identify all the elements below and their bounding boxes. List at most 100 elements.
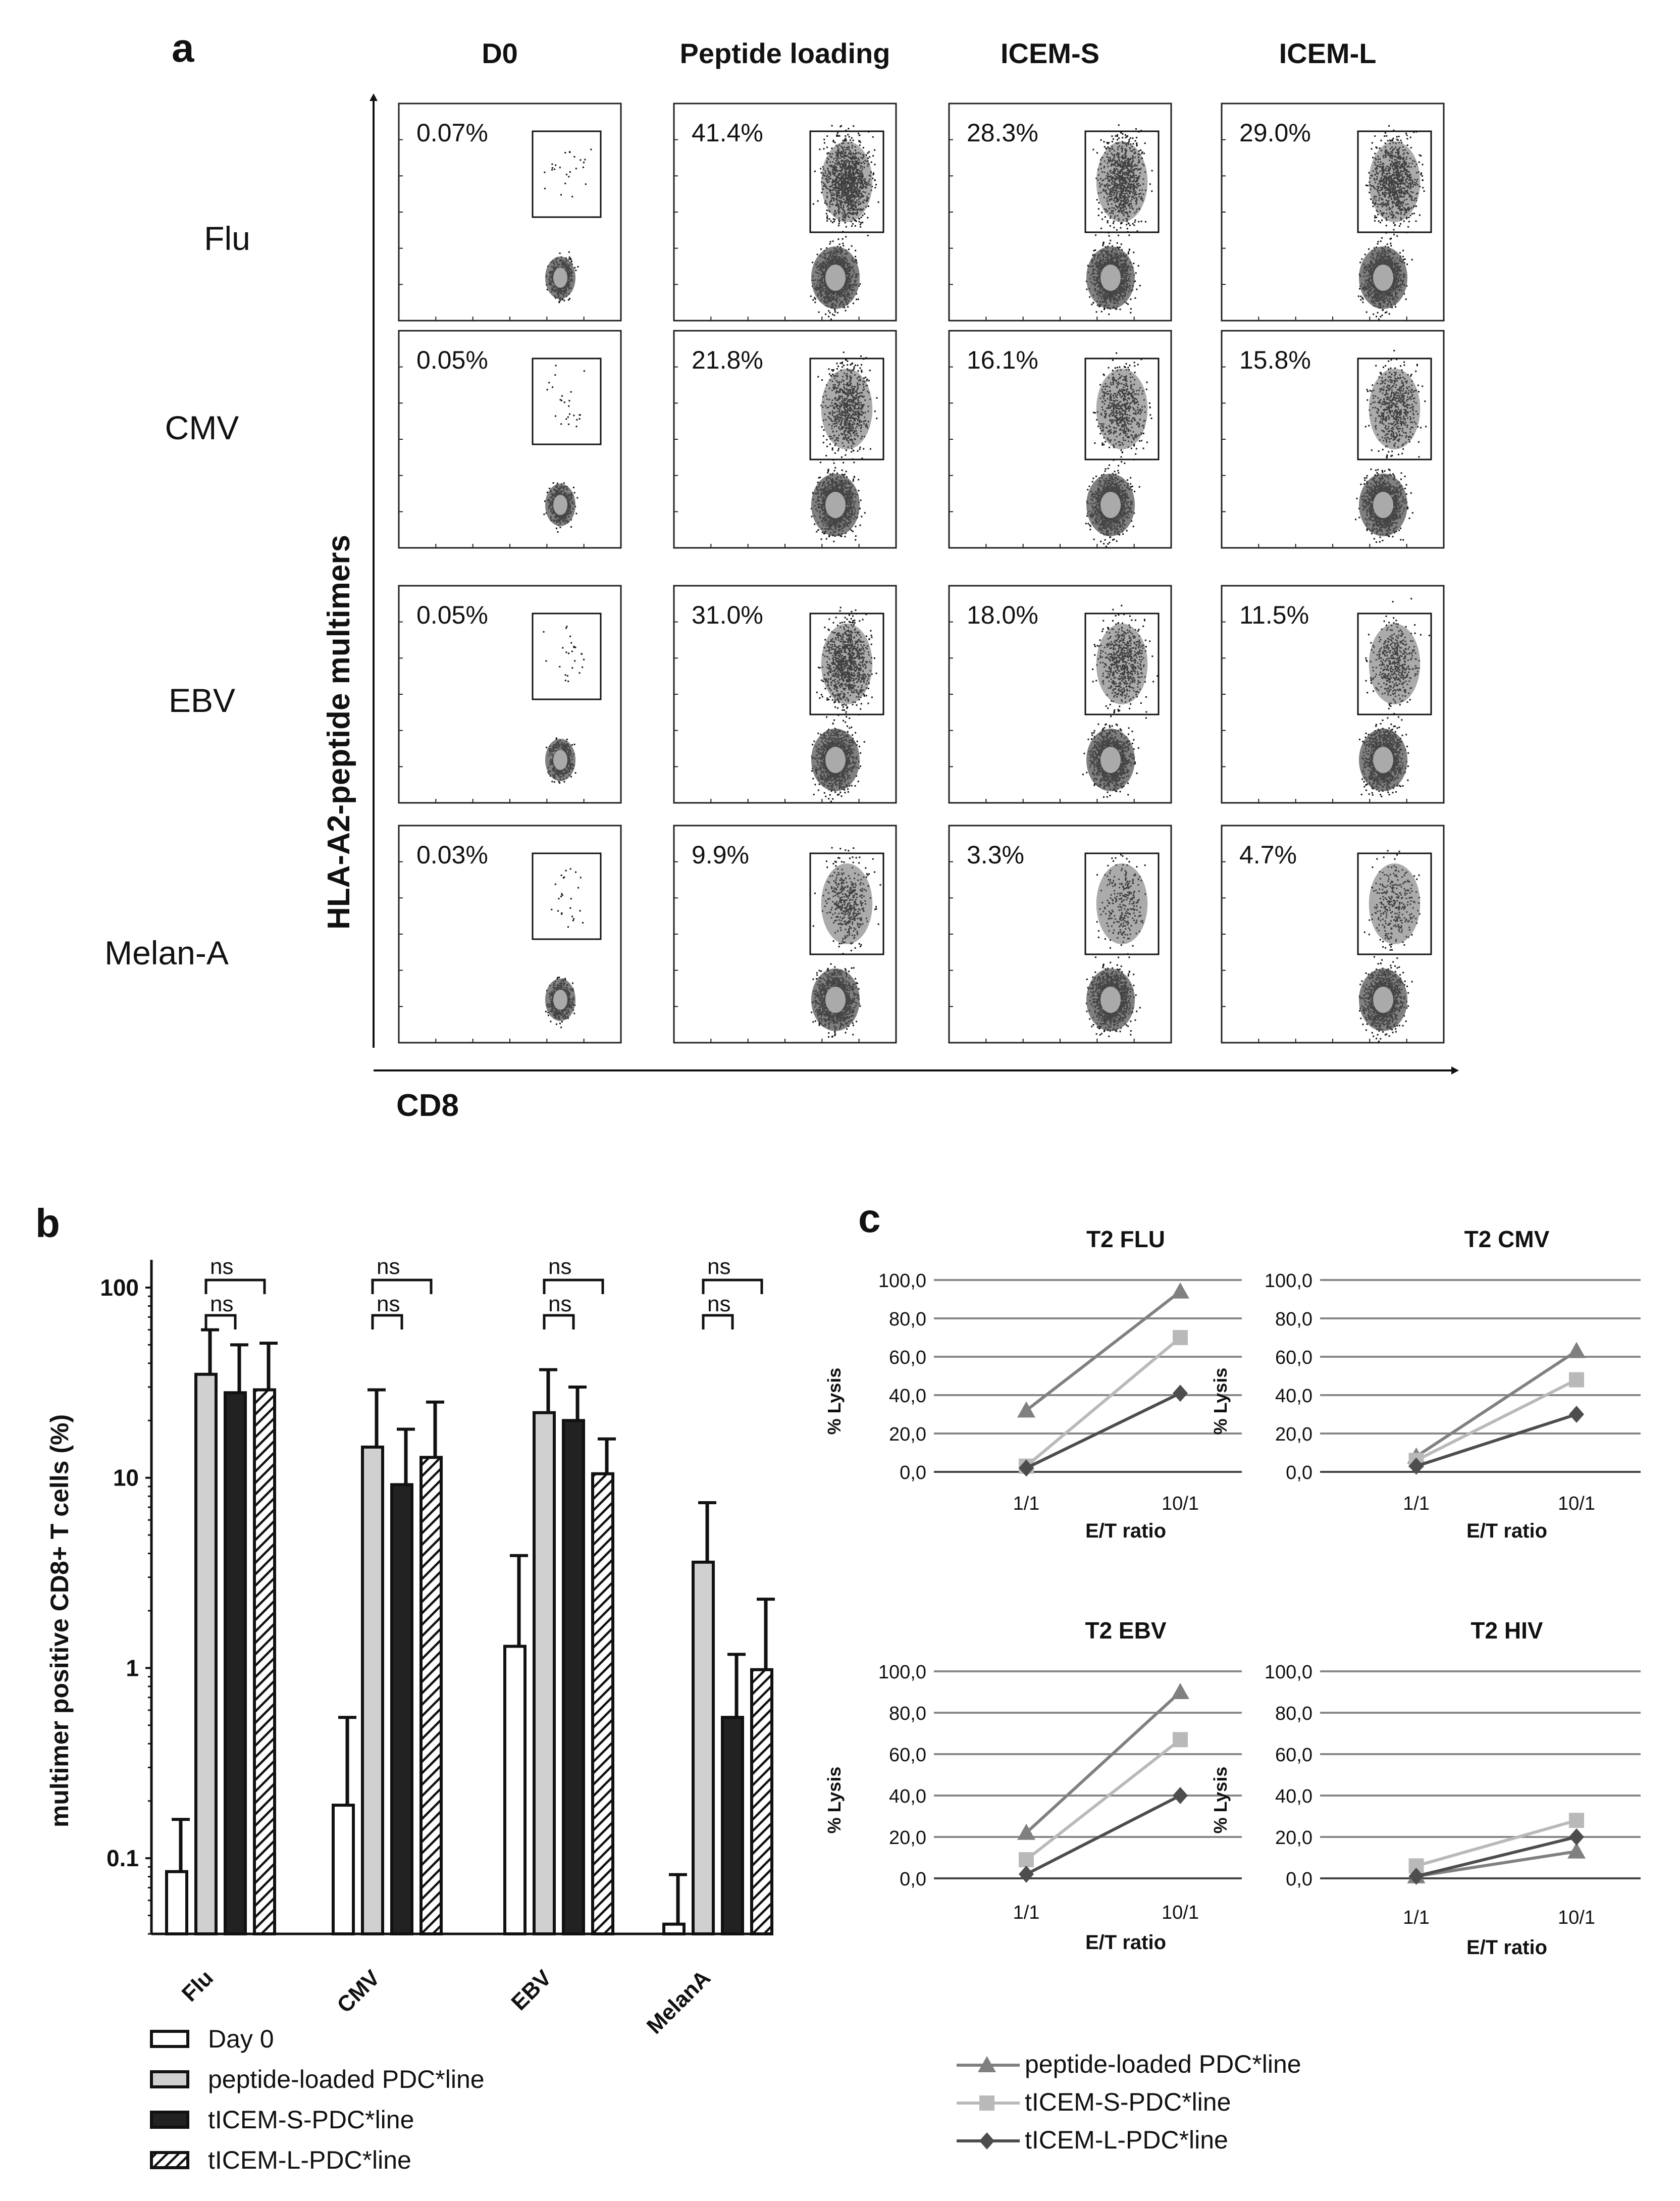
flow-percentage: 16.1%: [967, 346, 1038, 374]
col-header-d0: D0: [482, 37, 518, 69]
c-series-line: [1415, 1413, 1577, 1468]
c-y-label: % Lysis: [824, 1368, 845, 1435]
c-tick-label: 100,0: [878, 1270, 926, 1292]
flow-percentage: 9.9%: [692, 841, 749, 869]
c-marker-square: [1569, 1372, 1584, 1388]
b-sig-label: ns: [210, 1292, 233, 1316]
flow-multimer-population: [1096, 369, 1148, 449]
b-bar-cmv-0: [332, 1804, 355, 1936]
c-subplot-t2-ebv: 0,0 20,0 40,0 60,0 80,0 100,0 T2 EBV 1/1 10/1 E/T…: [824, 1617, 1242, 1954]
c-x-label: E/T ratio: [1085, 1520, 1166, 1542]
b-legend-label: tICEM-S-PDC*line: [208, 2106, 414, 2134]
flow-percentage: 4.7%: [1239, 841, 1297, 869]
b-sig-bracket: [543, 1314, 575, 1329]
flow-multimer-population: [1369, 624, 1421, 704]
c-x-tick-label: 10/1: [1558, 1907, 1595, 1928]
flow-population-center: [1100, 987, 1121, 1013]
c-x-tick-label: 10/1: [1162, 1902, 1199, 1923]
c-x-label: E/T ratio: [1466, 1936, 1547, 1959]
flow-gate: [532, 612, 602, 700]
c-x-label: E/T ratio: [1466, 1520, 1547, 1542]
b-bar-cmv-2: [390, 1483, 413, 1935]
b-bar-ebv-1: [533, 1411, 556, 1935]
c-marker-square: [1019, 1852, 1034, 1868]
b-sig-label: ns: [548, 1254, 571, 1279]
flow-gate: [809, 130, 884, 233]
c-tick-label: 0,0: [900, 1462, 926, 1483]
flow-population-center: [553, 495, 567, 515]
flow-plot-ebv-2: 18.0%: [948, 585, 1172, 804]
flow-gate: [532, 130, 602, 218]
c-tick-label: 20,0: [1275, 1827, 1312, 1849]
b-legend-swatch: [150, 2070, 189, 2088]
flow-plot-cmv-2: 16.1%: [948, 330, 1172, 549]
c-tick-label: 60,0: [1275, 1745, 1312, 1766]
flow-multimer-population: [821, 624, 873, 704]
c-subplot-t2-hiv: 0,0 20,0 40,0 60,0 80,0 100,0 T2 HIV 1/1 10/1 E/T…: [1210, 1617, 1641, 1959]
b-sig-bracket: [702, 1314, 734, 1329]
panel-b-ticks: 0.1 1 10 100: [100, 1274, 151, 1935]
flow-percentage: 29.0%: [1239, 119, 1311, 147]
flow-multimer-population: [1369, 863, 1421, 944]
b-tick-label: 100: [100, 1274, 139, 1301]
c-series-line: [1025, 1738, 1181, 1861]
b-bar-flu-0: [165, 1870, 188, 1936]
panel-c-legend: peptide-loaded PDC*line tICEM-S-PDC*line t…: [957, 2050, 1301, 2154]
flow-gate: [1084, 357, 1160, 460]
col-header-icem-l: ICEM-L: [1279, 37, 1377, 69]
c-tick-label: 0,0: [1286, 1869, 1312, 1890]
b-legend-label: tICEM-L-PDC*line: [208, 2146, 411, 2174]
b-sig-label: ns: [548, 1292, 571, 1316]
b-legend-swatch: [150, 2030, 189, 2048]
b-bar-cmv-1: [361, 1445, 384, 1935]
c-series-line: [1025, 1794, 1181, 1876]
flow-population-center: [553, 268, 567, 288]
c-legend-marker: [979, 2132, 994, 2149]
flow-plot-frame: [398, 330, 622, 549]
c-marker-square: [1569, 1813, 1584, 1828]
panel-b-legend: Day 0 peptide-loaded PDC*line tICEM-S-PDC*…: [150, 2025, 485, 2174]
flow-multimer-population: [1096, 624, 1148, 704]
b-tick-label: 10: [113, 1465, 139, 1491]
c-x-tick-label: 1/1: [1403, 1493, 1430, 1514]
row-label-ebv: EBV: [169, 682, 235, 719]
c-x-tick-label: 1/1: [1403, 1907, 1430, 1928]
c-marker-diamond: [1408, 1867, 1424, 1885]
b-bar-ebv-0: [503, 1645, 527, 1935]
b-legend-swatch: [150, 2151, 189, 2169]
row-label-flu: Flu: [204, 220, 250, 257]
panel-label-a: a: [172, 25, 194, 70]
flow-plot-cmv-1: 21.8%: [673, 330, 897, 549]
c-y-label: % Lysis: [1210, 1368, 1231, 1435]
b-bar-melana-1: [692, 1560, 715, 1935]
c-marker-diamond: [1019, 1459, 1034, 1477]
flow-plot-melan-a-1: 9.9%: [673, 825, 897, 1044]
flow-percentage: 28.3%: [967, 119, 1038, 147]
flow-multimer-population: [821, 141, 873, 222]
c-marker-square: [1173, 1330, 1188, 1345]
flow-multimer-population: [1369, 141, 1421, 222]
flow-plot-flu-1: 41.4%: [673, 103, 897, 322]
b-bar-melana-0: [662, 1922, 686, 1936]
b-bar-cmv-3: [419, 1456, 443, 1936]
row-label-melan-a: Melan-A: [104, 934, 229, 971]
b-legend-label: Day 0: [208, 2025, 274, 2053]
b-tick-label: 0.1: [107, 1845, 139, 1871]
flow-gate: [1084, 612, 1160, 715]
flow-population-center: [1100, 747, 1121, 773]
c-marker-diamond: [1019, 1865, 1034, 1883]
c-marker-triangle: [1171, 1683, 1189, 1699]
b-bar-ebv-2: [562, 1419, 585, 1936]
b-bar-flu-1: [194, 1372, 218, 1935]
flow-plot-flu-2: 28.3%: [948, 103, 1172, 322]
flow-population-center: [1373, 265, 1393, 291]
c-y-label: % Lysis: [824, 1767, 845, 1834]
flow-plot-frame: [398, 585, 622, 804]
c-marker-diamond: [1173, 1787, 1188, 1804]
c-series-line: [1025, 1691, 1182, 1834]
flow-plot-ebv-3: 11.5%: [1221, 585, 1445, 804]
panel-a-y-label: HLA-A2-peptide multimers: [322, 535, 356, 930]
c-tick-label: 80,0: [1275, 1703, 1312, 1724]
c-subplot-t2-flu: 0,0 20,0 40,0 60,0 80,0 100,0 T2 FLU 1/1 10/1 E/T…: [824, 1226, 1242, 1542]
